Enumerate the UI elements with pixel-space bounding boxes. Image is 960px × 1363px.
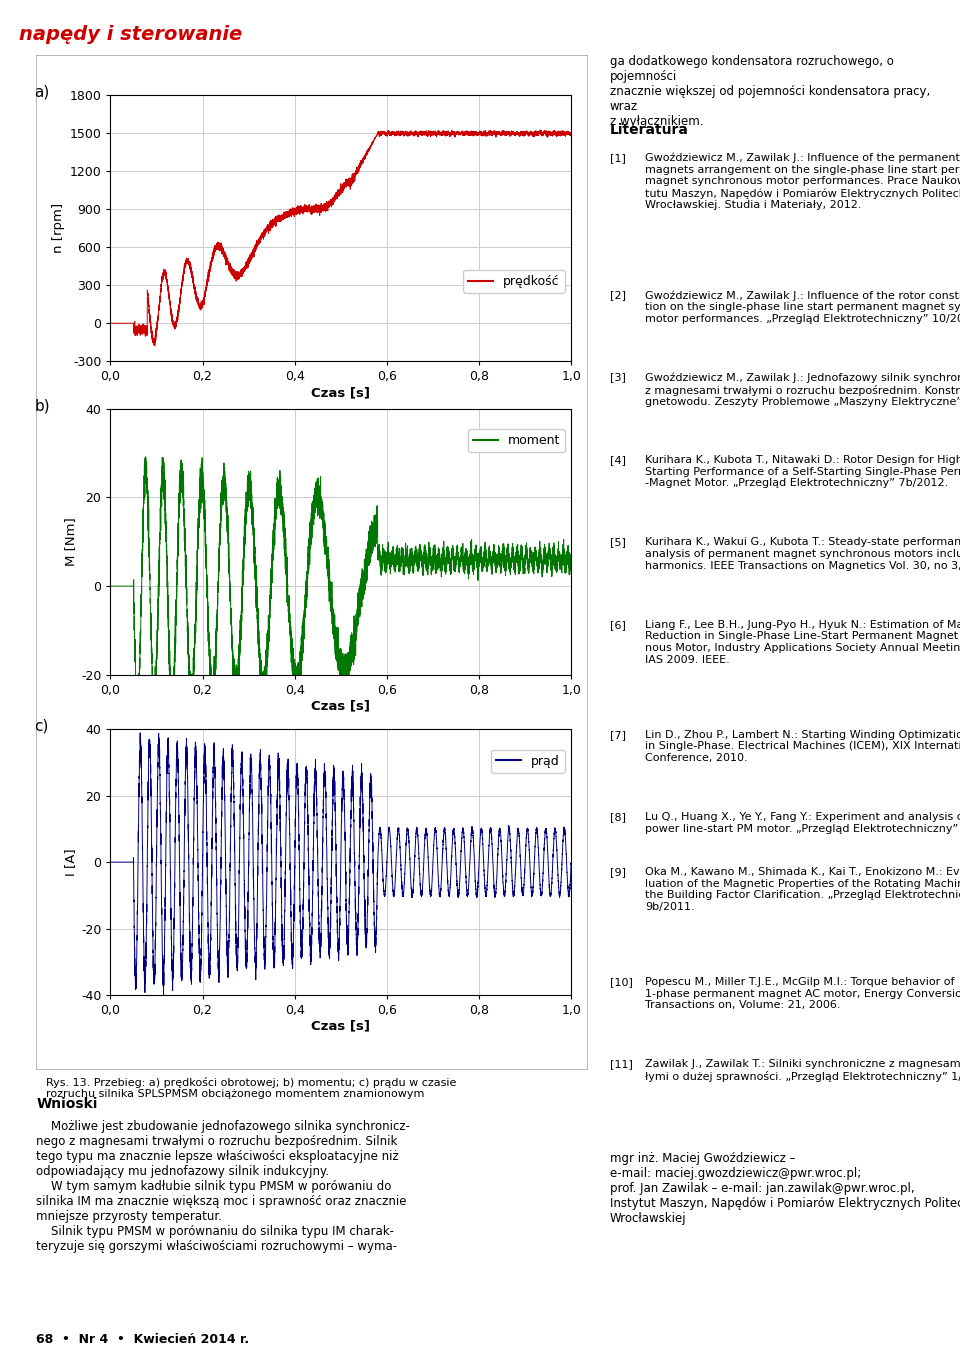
X-axis label: Czas [s]: Czas [s]: [311, 1020, 371, 1033]
Text: Możliwe jest zbudowanie jednofazowego silnika synchronicz-
nego z magnesami trwa: Możliwe jest zbudowanie jednofazowego si…: [36, 1120, 411, 1254]
X-axis label: Czas [s]: Czas [s]: [311, 386, 371, 399]
Text: [8]: [8]: [610, 812, 626, 822]
Text: [11]: [11]: [610, 1059, 633, 1070]
Text: Liang F., Lee B.H., Jung-Pyo H., Hyuk N.: Estimation of Magnet
Reduction in Sing: Liang F., Lee B.H., Jung-Pyo H., Hyuk N.…: [645, 620, 960, 665]
Text: artykuł recenzowany: artykuł recenzowany: [623, 1280, 753, 1293]
Text: Gwoździewicz M., Zawilak J.: Jednofazowy silnik synchroniczny
z magnesami trwały: Gwoździewicz M., Zawilak J.: Jednofazowy…: [645, 372, 960, 408]
Text: ga dodatkowego kondensatora rozruchowego, o pojemności
znacznie większej od poje: ga dodatkowego kondensatora rozruchowego…: [610, 55, 930, 128]
Text: [9]: [9]: [610, 867, 626, 876]
Text: EFEKTYWNOŚĆ ENERGETYCZNA: EFEKTYWNOŚĆ ENERGETYCZNA: [6, 519, 15, 680]
Text: [5]: [5]: [610, 537, 626, 548]
Text: Kurihara K., Kubota T., Nitawaki D.: Rotor Design for High
Starting Performance : Kurihara K., Kubota T., Nitawaki D.: Rot…: [645, 455, 960, 488]
Text: a): a): [35, 85, 50, 99]
Text: Zawilak J., Zawilak T.: Silniki synchroniczne z magnesami trwa-
łymi o dużej spr: Zawilak J., Zawilak T.: Silniki synchron…: [645, 1059, 960, 1082]
Legend: prędkość: prędkość: [464, 270, 564, 293]
Text: Gwoździewicz M., Zawilak J.: Influence of the rotor construc-
tion on the single: Gwoździewicz M., Zawilak J.: Influence o…: [645, 290, 960, 324]
Text: Gwoździewicz M., Zawilak J.: Influence of the permanent
magnets arrangement on t: Gwoździewicz M., Zawilak J.: Influence o…: [645, 153, 960, 210]
Text: [2]: [2]: [610, 290, 626, 300]
Text: [10]: [10]: [610, 977, 633, 987]
Y-axis label: I [A]: I [A]: [63, 848, 77, 876]
Legend: prąd: prąd: [492, 750, 564, 773]
Y-axis label: M [Nm]: M [Nm]: [63, 518, 77, 566]
Text: [6]: [6]: [610, 620, 626, 630]
Text: Oka M., Kawano M., Shimada K., Kai T., Enokizono M.: Eva-
luation of the Magneti: Oka M., Kawano M., Shimada K., Kai T., E…: [645, 867, 960, 912]
Y-axis label: n [rpm]: n [rpm]: [53, 203, 65, 254]
Text: Rys. 13. Przebieg: a) prędkości obrotowej; b) momentu; c) prądu w czasie
rozruch: Rys. 13. Przebieg: a) prędkości obrotowe…: [46, 1077, 456, 1100]
Text: Wnioski: Wnioski: [36, 1097, 98, 1111]
Text: [3]: [3]: [610, 372, 626, 383]
X-axis label: Czas [s]: Czas [s]: [311, 699, 371, 713]
Legend: moment: moment: [468, 429, 564, 453]
Text: Lu Q., Huang X., Ye Y., Fang Y.: Experiment and analysis of high
power line-star: Lu Q., Huang X., Ye Y., Fang Y.: Experim…: [645, 812, 960, 834]
Text: [7]: [7]: [610, 729, 626, 740]
Text: b): b): [35, 398, 50, 413]
Text: Literatura: Literatura: [610, 123, 688, 136]
Text: [1]: [1]: [610, 153, 626, 162]
Text: mgr inż. Maciej Gwoździewicz –
e-mail: maciej.gwozdziewicz@pwr.wroc.pl;
prof. Ja: mgr inż. Maciej Gwoździewicz – e-mail: m…: [610, 1152, 960, 1225]
Text: Popescu M., Miller T.J.E., McGilp M.I.: Torque behavior of
1-phase permanent mag: Popescu M., Miller T.J.E., McGilp M.I.: …: [645, 977, 960, 1010]
Text: Kurihara K., Wakui G., Kubota T.: Steady-state performance
analysis of permanent: Kurihara K., Wakui G., Kubota T.: Steady…: [645, 537, 960, 571]
Text: c): c): [35, 718, 49, 733]
Text: Lin D., Zhou P., Lambert N.: Starting Winding Optimization
in Single-Phase. Elec: Lin D., Zhou P., Lambert N.: Starting Wi…: [645, 729, 960, 763]
Text: [4]: [4]: [610, 455, 626, 465]
Text: napędy i sterowanie: napędy i sterowanie: [19, 25, 243, 44]
Text: 68  •  Nr 4  •  Kwiecień 2014 r.: 68 • Nr 4 • Kwiecień 2014 r.: [36, 1333, 250, 1347]
